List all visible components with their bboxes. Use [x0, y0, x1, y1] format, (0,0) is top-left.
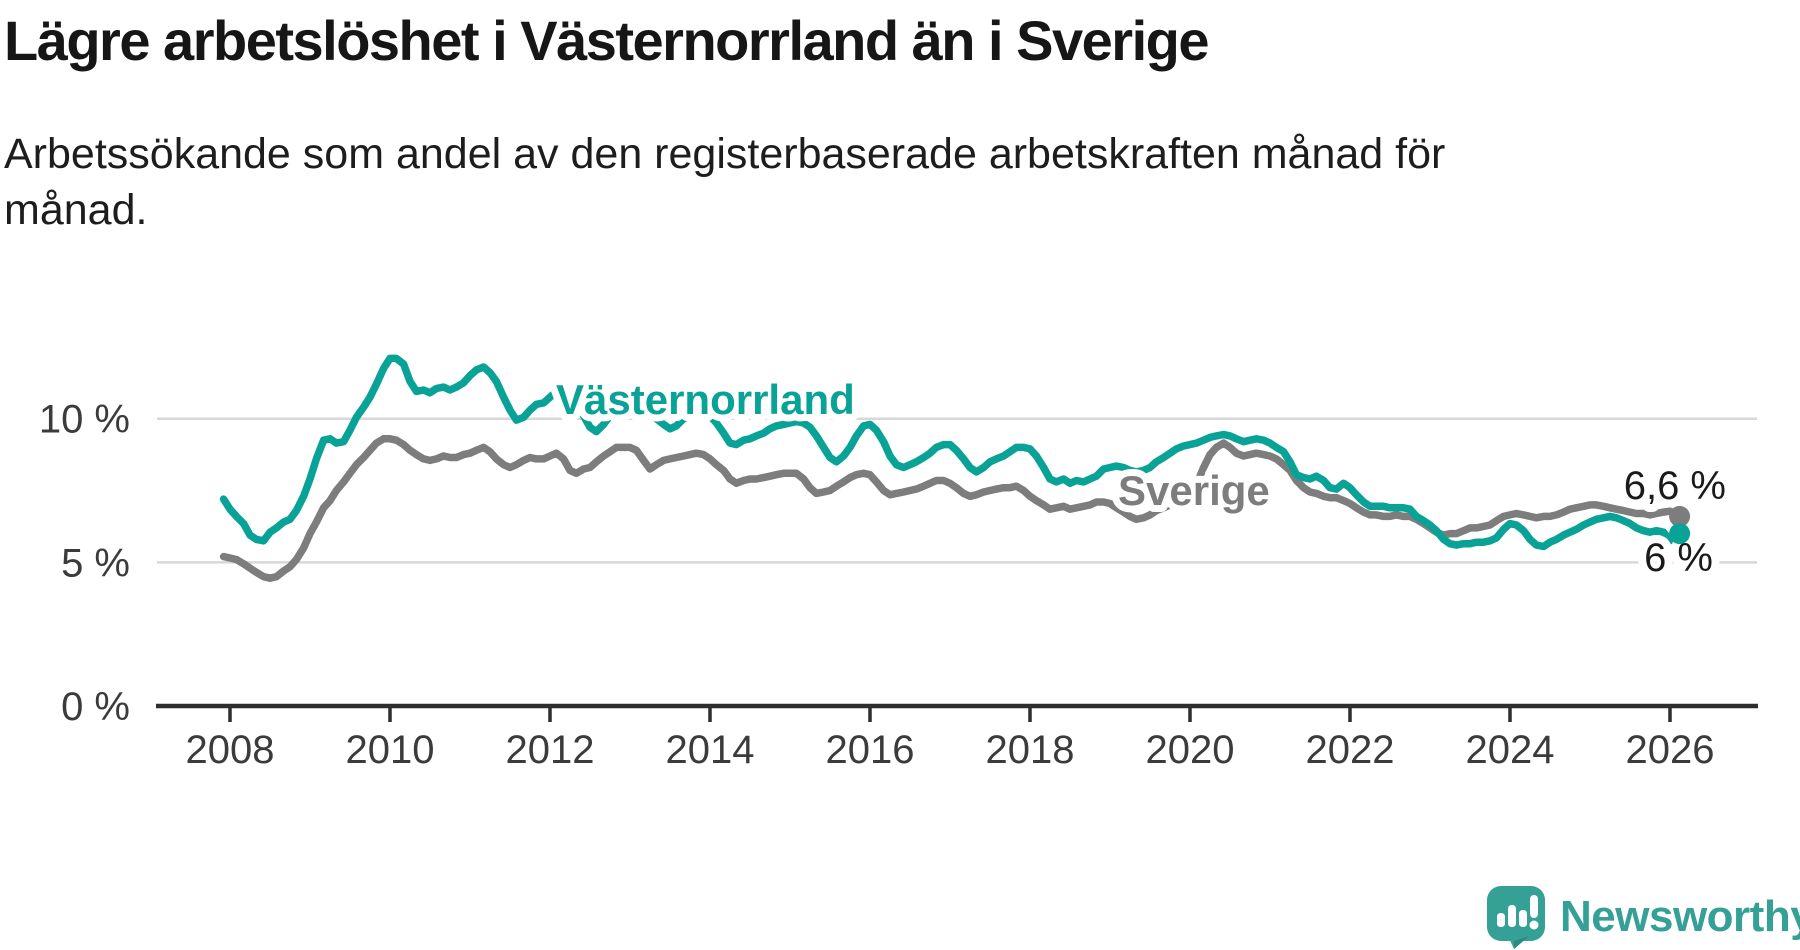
x-tick-label: 2018: [986, 728, 1075, 772]
x-tick-label: 2022: [1306, 728, 1395, 772]
x-tick-label: 2012: [506, 728, 595, 772]
brand-footer: Newsworthy: [1486, 884, 1800, 950]
x-tick-label: 2010: [346, 728, 435, 772]
x-tick-label: 2024: [1466, 728, 1555, 772]
x-tick-label: 2026: [1626, 728, 1715, 772]
x-axis-labels: 2008 2010 2012 2014 2016 2018 2020 2022 2024 2026: [186, 728, 1715, 772]
chart-subtitle: Arbetssökande som andel av den registerb…: [4, 126, 1445, 238]
x-axis-ticks: [228, 706, 1672, 722]
chart-subtitle-line2: månad.: [4, 186, 148, 234]
gridlines: [157, 417, 1757, 564]
y-tick-label: 5 %: [61, 541, 130, 585]
x-tick-label: 2020: [1146, 728, 1235, 772]
x-tick-label: 2014: [666, 728, 755, 772]
x-tick-label: 2008: [186, 728, 275, 772]
end-dot-sverige: [1669, 505, 1691, 527]
chart-subtitle-line1: Arbetssökande som andel av den registerb…: [4, 130, 1446, 178]
chart-title: Lägre arbetslöshet i Västernorrland än i…: [4, 9, 1210, 72]
end-value-label-sverige: 6,6 %: [1624, 464, 1726, 508]
end-dot-vasternorrland: [1669, 523, 1691, 545]
y-axis-labels: 0 % 5 % 10 %: [39, 398, 130, 729]
y-tick-label: 0 %: [61, 685, 130, 729]
brand-name: Newsworthy: [1560, 892, 1800, 941]
series-line-sverige: [219, 435, 1684, 582]
series-line-vasternorrland: [219, 354, 1684, 551]
x-tick-label: 2016: [826, 728, 915, 772]
series-label-vasternorrland: Västernorrland: [556, 376, 855, 423]
series-label-sverige: Sverige: [1118, 467, 1270, 514]
y-tick-label: 10 %: [39, 398, 130, 442]
newsworthy-logo-icon: [1487, 886, 1545, 949]
